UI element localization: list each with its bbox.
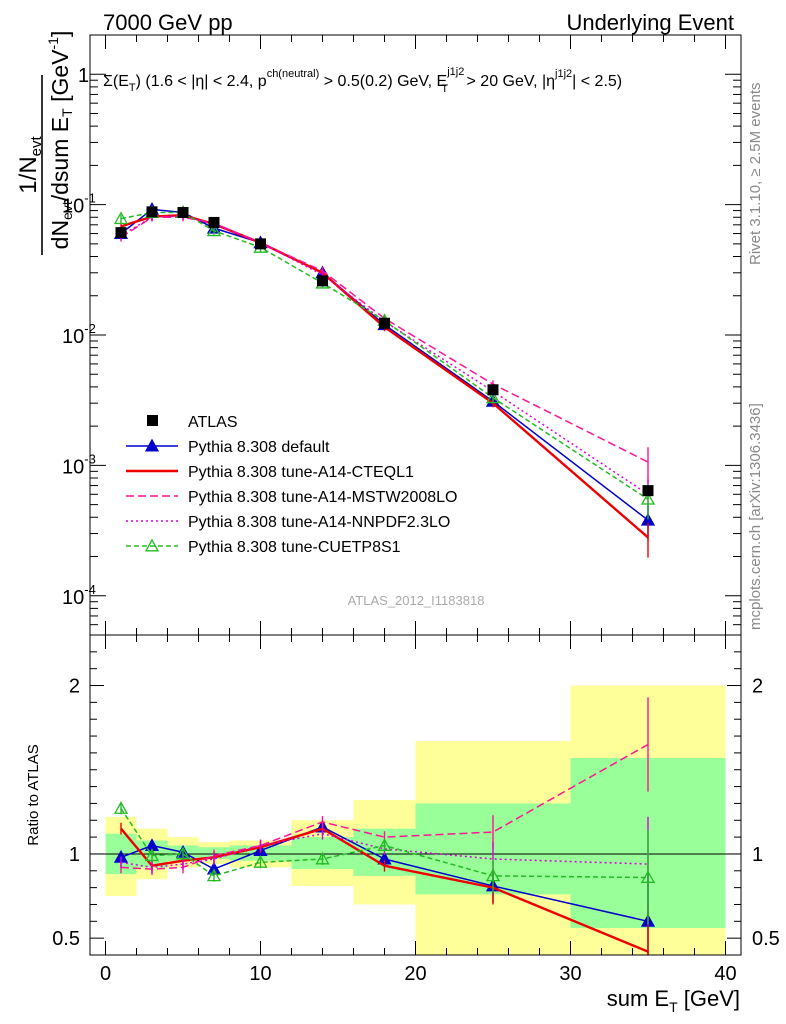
- ratio-y-tick-label: 1: [752, 844, 763, 866]
- main-marker: [206, 223, 222, 237]
- ratio-y-axis-label: Ratio to ATLAS: [25, 744, 42, 845]
- svg-text:dNevt/dsum ET [GeV-1]: dNevt/dsum ET [GeV-1]: [45, 31, 75, 250]
- header-right: Underlying Event: [566, 10, 734, 35]
- atlas-data-point: [642, 485, 654, 497]
- ratio-marker: [113, 801, 129, 814]
- main-panel: [113, 202, 656, 558]
- ratio-marker: [485, 868, 501, 882]
- ratio-y-tick-label: 1: [69, 844, 80, 866]
- ratio-marker: [253, 855, 268, 868]
- ratio-panel: [90, 685, 741, 955]
- ratio-y-tick-label: 2: [752, 676, 763, 698]
- main-y-tick-label: 1: [78, 65, 89, 87]
- legend-label: Pythia 8.308 default: [188, 439, 330, 456]
- main-y-tick-label: 10-2: [62, 321, 96, 348]
- x-tick-label: 30: [559, 963, 581, 985]
- main-series-line-5: [120, 211, 649, 500]
- ratio-y-tick-label: 2: [69, 676, 80, 698]
- legend: ATLAS Pythia 8.308 default Pythia 8.308 tu…: [126, 414, 457, 556]
- main-marker: [113, 211, 129, 225]
- atlas-data-point: [208, 216, 220, 228]
- ratio-marker: [315, 851, 330, 865]
- main-y-tick-label: 10-3: [62, 451, 96, 478]
- mcplots-label: mcplots.cern.ch [arXiv:1306.3436]: [747, 403, 764, 630]
- legend-label: Pythia 8.308 tune-A14-MSTW2008LO: [188, 489, 457, 506]
- legend-label: Pythia 8.308 tune-A14-NNPDF2.3LO: [188, 514, 450, 531]
- svg-text:1/Nevt: 1/Nevt: [15, 135, 45, 193]
- legend-label: Pythia 8.308 tune-A14-CTEQL1: [188, 464, 414, 481]
- ratio-series-line-3: [120, 832, 649, 869]
- ratio-y-tick-label: 0.5: [752, 928, 780, 950]
- main-marker: [485, 390, 501, 404]
- x-tick-label: 0: [100, 963, 111, 985]
- rivet-version-label: Rivet 3.1.10, ≥ 2.5M events: [747, 83, 764, 266]
- legend-label: Pythia 8.308 tune-CUETP8S1: [188, 539, 401, 556]
- header-left: 7000 GeV pp: [103, 10, 233, 35]
- x-tick-label: 10: [249, 963, 271, 985]
- main-series-line-4: [120, 215, 649, 495]
- x-axis-label: sum ET [GeV]: [607, 986, 740, 1015]
- ratio-marker: [206, 868, 222, 882]
- ratio-series-line-4: [120, 808, 649, 879]
- atlas-data-point: [115, 227, 127, 239]
- ratio-marker: [377, 838, 392, 851]
- legend-marker: [144, 538, 160, 552]
- atlas-data-point: [379, 317, 390, 329]
- x-tick-label: 20: [404, 963, 426, 985]
- x-tick-label: 40: [714, 963, 736, 985]
- ratio-marker: [640, 870, 656, 883]
- legend-marker: [144, 438, 160, 452]
- legend-label: ATLAS: [188, 414, 238, 431]
- legend-marker-atlas: [147, 415, 158, 426]
- atlas-data-point: [487, 384, 499, 396]
- atlas-data-point: [317, 275, 328, 287]
- main-y-tick-label: 10-1: [62, 191, 96, 218]
- ratio-marker: [175, 846, 191, 860]
- ratio-series-line-2: [120, 743, 649, 870]
- main-y-tick-label: 10-4: [62, 582, 96, 609]
- ratio-marker: [144, 848, 160, 862]
- main-marker: [640, 491, 656, 505]
- atlas-data-point: [146, 206, 158, 218]
- ratio-y-tick-label: 0.5: [52, 928, 80, 950]
- atlas-data-point: [177, 207, 189, 219]
- selection-annotation: Σ(ET) (1.6 < |η| < 2.4, pch(neutral) > 0…: [103, 66, 622, 95]
- atlas-data-point: [255, 238, 266, 250]
- main-y-axis-label: 1/Nevt dNevt/dsum ET [GeV-1]: [15, 31, 75, 255]
- analysis-watermark: ATLAS_2012_I1183818: [348, 593, 485, 608]
